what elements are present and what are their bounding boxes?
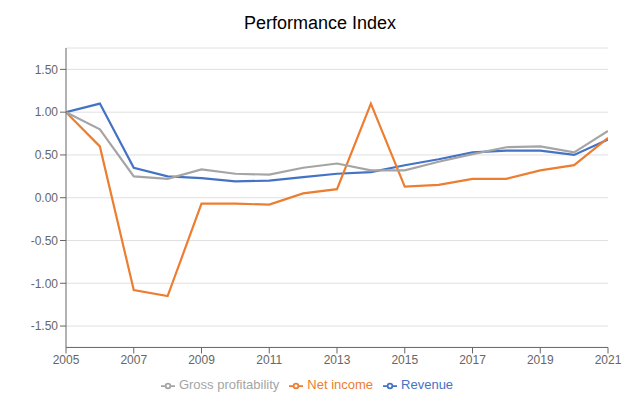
- svg-text:2019: 2019: [527, 353, 554, 367]
- svg-text:-0.50: -0.50: [31, 234, 59, 248]
- svg-text:-1.50: -1.50: [31, 319, 59, 333]
- svg-text:0.00: 0.00: [35, 191, 59, 205]
- svg-text:1.00: 1.00: [35, 105, 59, 119]
- svg-text:2011: 2011: [256, 353, 282, 367]
- html-text:Performance Index: Performance Index: [244, 13, 396, 33]
- svg-text:2007: 2007: [120, 353, 147, 367]
- svg-text:2017: 2017: [459, 353, 486, 367]
- svg-text:2021: 2021: [595, 353, 622, 367]
- html-text:Net income: Net income: [307, 377, 374, 393]
- svg-text:2005: 2005: [53, 353, 80, 367]
- svg-text:1.50: 1.50: [35, 63, 59, 77]
- svg-text:-1.00: -1.00: [31, 277, 59, 291]
- html-text:Revenue: Revenue: [401, 377, 454, 393]
- svg-text:2009: 2009: [188, 353, 215, 367]
- svg-text:2015: 2015: [391, 353, 418, 367]
- html-text:Gross profitability: Gross profitability: [178, 377, 280, 393]
- svg-text:2013: 2013: [324, 353, 351, 367]
- svg-text:0.50: 0.50: [35, 148, 59, 162]
